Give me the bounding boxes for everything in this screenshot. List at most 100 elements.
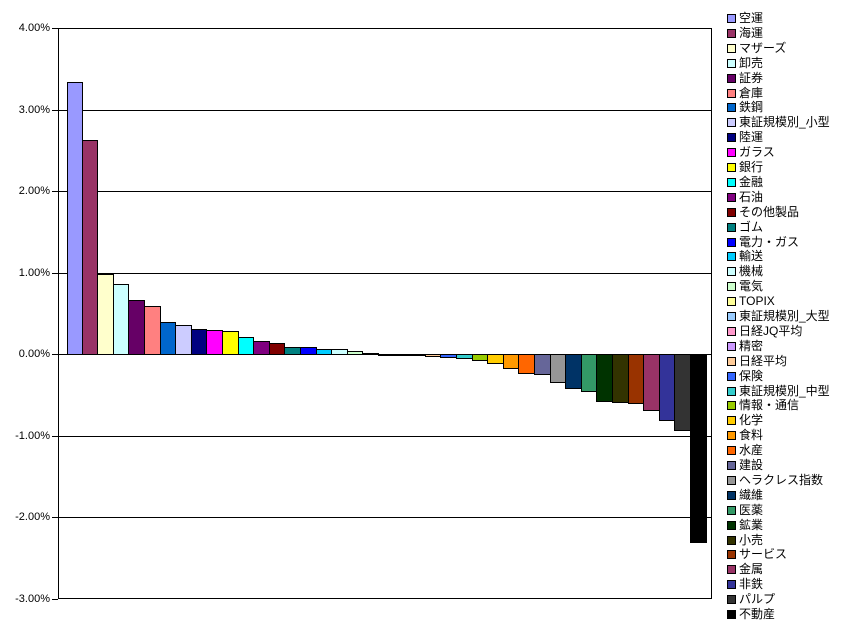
legend-swatch-icon bbox=[727, 208, 736, 217]
bar bbox=[253, 341, 270, 355]
legend-label: 機械 bbox=[739, 264, 764, 278]
legend-label: パルプ bbox=[739, 592, 776, 606]
y-axis-label: 4.00% bbox=[18, 22, 50, 34]
legend-item: 鉱業 bbox=[727, 519, 763, 532]
legend-label: 海運 bbox=[739, 26, 764, 40]
legend-swatch-icon bbox=[727, 312, 736, 321]
legend-item: 東証規模別_大型 bbox=[727, 310, 830, 323]
gridline bbox=[59, 191, 711, 192]
legend-item: 海運 bbox=[727, 27, 763, 40]
legend-item: 非鉄 bbox=[727, 578, 763, 591]
y-axis-label: -2.00% bbox=[15, 511, 50, 523]
legend-swatch-icon bbox=[727, 610, 736, 619]
legend-swatch-icon bbox=[727, 431, 736, 440]
plot-area bbox=[58, 28, 712, 599]
legend-label: サービス bbox=[739, 547, 788, 561]
bar bbox=[160, 322, 176, 355]
legend-item: 東証規模別_小型 bbox=[727, 116, 830, 129]
bar bbox=[82, 140, 98, 355]
bar bbox=[175, 325, 192, 355]
bar bbox=[191, 329, 207, 355]
legend-swatch-icon bbox=[727, 550, 736, 559]
legend-item: ガラス bbox=[727, 146, 775, 159]
bar bbox=[581, 354, 597, 392]
legend-label: 日経JQ平均 bbox=[739, 324, 803, 338]
legend-swatch-icon bbox=[727, 580, 736, 589]
legend-swatch-icon bbox=[727, 342, 736, 351]
bar bbox=[628, 354, 644, 404]
legend-swatch-icon bbox=[727, 387, 736, 396]
legend-label: 非鉄 bbox=[739, 577, 764, 591]
gridline bbox=[59, 517, 711, 518]
legend-label: 小売 bbox=[739, 533, 764, 547]
legend-label: 石油 bbox=[739, 190, 764, 204]
bar bbox=[238, 337, 254, 355]
legend-item: パルプ bbox=[727, 593, 775, 606]
legend-swatch-icon bbox=[727, 252, 736, 261]
legend-item: 電気 bbox=[727, 280, 763, 293]
bar bbox=[284, 347, 301, 355]
legend-swatch-icon bbox=[727, 491, 736, 500]
legend-swatch-icon bbox=[727, 74, 736, 83]
y-axis-tick bbox=[52, 28, 58, 29]
legend-item: 精密 bbox=[727, 340, 763, 353]
legend-swatch-icon bbox=[727, 565, 736, 574]
legend-swatch-icon bbox=[727, 521, 736, 530]
y-axis-label: -1.00% bbox=[15, 430, 50, 442]
legend-label: その他製品 bbox=[739, 205, 800, 219]
legend-label: ヘラクレス指数 bbox=[739, 473, 824, 487]
legend-item: 日経JQ平均 bbox=[727, 325, 802, 338]
bar bbox=[97, 274, 114, 355]
legend-swatch-icon bbox=[727, 327, 736, 336]
legend-swatch-icon bbox=[727, 118, 736, 127]
y-axis-tick bbox=[52, 517, 58, 518]
legend-swatch-icon bbox=[727, 163, 736, 172]
legend-label: 情報・通信 bbox=[739, 398, 800, 412]
bar bbox=[206, 330, 223, 355]
legend-label: 水産 bbox=[739, 443, 764, 457]
bar bbox=[565, 354, 582, 389]
legend-item: 電力・ガス bbox=[727, 236, 799, 249]
legend-swatch-icon bbox=[727, 89, 736, 98]
legend-label: 銀行 bbox=[739, 160, 764, 174]
legend-swatch-icon bbox=[727, 44, 736, 53]
legend-item: 化学 bbox=[727, 414, 763, 427]
y-axis-label: 0.00% bbox=[18, 348, 50, 360]
y-axis-tick bbox=[52, 110, 58, 111]
legend-label: 電力・ガス bbox=[739, 235, 800, 249]
bar bbox=[472, 354, 488, 361]
bar bbox=[487, 354, 504, 364]
legend-label: 保険 bbox=[739, 369, 764, 383]
legend-swatch-icon bbox=[727, 193, 736, 202]
bar bbox=[144, 306, 161, 355]
legend-label: 繊維 bbox=[739, 488, 764, 502]
y-axis-label: 1.00% bbox=[18, 267, 50, 279]
gridline bbox=[59, 110, 711, 111]
legend-item: 機械 bbox=[727, 265, 763, 278]
bar bbox=[222, 331, 239, 355]
y-axis-tick bbox=[52, 191, 58, 192]
legend-item: 保険 bbox=[727, 370, 763, 383]
legend-label: 鉱業 bbox=[739, 518, 764, 532]
bar bbox=[518, 354, 535, 374]
bar bbox=[425, 354, 441, 357]
legend-label: 証券 bbox=[739, 71, 764, 85]
bar bbox=[690, 354, 707, 543]
legend-label: 建設 bbox=[739, 458, 764, 472]
legend-label: 化学 bbox=[739, 413, 764, 427]
legend-item: 銀行 bbox=[727, 161, 763, 174]
legend-label: 電気 bbox=[739, 279, 764, 293]
legend-item: 石油 bbox=[727, 191, 763, 204]
bar bbox=[659, 354, 675, 421]
y-axis-label: 2.00% bbox=[18, 185, 50, 197]
legend-item: 繊維 bbox=[727, 489, 763, 502]
bar bbox=[596, 354, 613, 402]
bar bbox=[378, 354, 395, 356]
legend-item: 食料 bbox=[727, 429, 763, 442]
legend-swatch-icon bbox=[727, 29, 736, 38]
legend-label: 東証規模別_小型 bbox=[739, 115, 830, 129]
legend-label: 空運 bbox=[739, 11, 764, 25]
legend-swatch-icon bbox=[727, 238, 736, 247]
legend-item: サービス bbox=[727, 548, 787, 561]
